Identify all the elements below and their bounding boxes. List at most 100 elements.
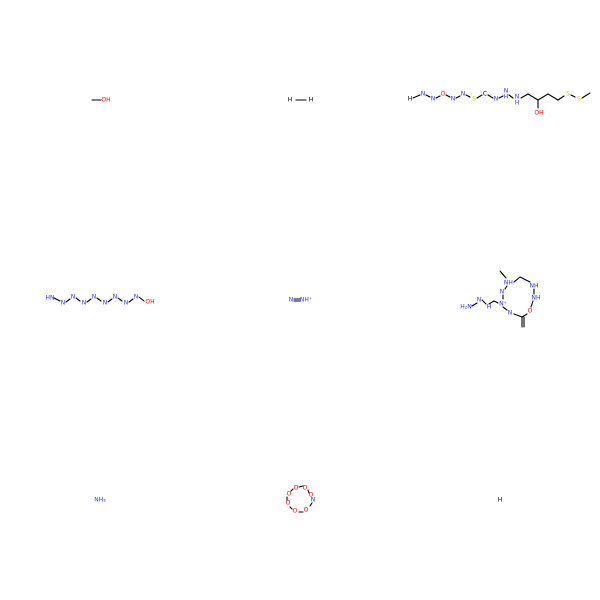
atom-label: O — [528, 308, 533, 315]
atom-label: NH₃ — [94, 497, 106, 504]
bond — [476, 94, 483, 99]
atom-label: H — [515, 100, 520, 107]
bond — [547, 93, 559, 101]
atom-label: N — [461, 91, 466, 98]
bond — [520, 93, 529, 99]
atom-label: O — [309, 492, 314, 499]
atom-label: N — [431, 96, 436, 103]
atom-label: H — [487, 304, 492, 311]
atom-label: N — [500, 289, 505, 296]
atom-label: OH — [534, 110, 543, 117]
bond — [307, 489, 310, 494]
atom-label: N — [124, 300, 129, 307]
bond — [445, 94, 451, 98]
atom-label: H — [309, 97, 314, 104]
bond — [65, 298, 71, 303]
atom-label: N — [134, 294, 139, 301]
atom-label: N — [82, 300, 87, 307]
bond — [508, 94, 514, 99]
atom-label: N — [494, 96, 499, 103]
molecule-9: H — [498, 497, 503, 504]
atom-label: N⁺ — [499, 301, 507, 308]
atom-label: NH⁺ — [504, 280, 516, 287]
bond — [425, 94, 431, 98]
bond — [557, 95, 565, 101]
bond — [493, 300, 499, 304]
atom-label: N — [451, 96, 456, 103]
atom-label: N — [103, 300, 108, 307]
bond — [96, 297, 102, 302]
atom-label: N — [61, 300, 66, 307]
atom-label: S — [577, 96, 581, 103]
molecule-5: N NH⁺ — [289, 297, 312, 304]
atom-label: NH — [532, 295, 541, 302]
bond — [117, 297, 123, 302]
bond — [412, 94, 421, 99]
atom-label: H₂N — [460, 304, 471, 311]
atom-label: N — [504, 88, 509, 95]
atom-label: O — [294, 485, 299, 492]
atom-label: N — [311, 497, 316, 504]
bond — [455, 95, 461, 99]
bond — [502, 306, 508, 311]
bond — [298, 485, 304, 488]
bond — [481, 299, 487, 305]
molecule-7: NH₃ — [94, 497, 106, 504]
atom-label: S — [472, 96, 476, 103]
molecule-8: O O O N O O O O — [286, 485, 316, 515]
bond — [86, 298, 92, 303]
atom-label: N — [289, 297, 294, 304]
molecule-2: H H — [288, 97, 314, 104]
atom-label: OH — [145, 299, 154, 306]
bond — [107, 298, 113, 303]
molecule-6: NH⁺ NH NH O N N⁺ N H₂N N H — [460, 270, 541, 328]
bond — [309, 502, 313, 507]
bond — [530, 300, 534, 308]
atom-label: N — [421, 91, 426, 98]
atom-label: H — [288, 97, 293, 104]
bond — [488, 300, 495, 305]
atom-label: N — [92, 294, 97, 301]
bond — [498, 95, 504, 99]
bond — [570, 94, 576, 98]
atom-label: N — [113, 294, 118, 301]
atom-label: N — [477, 297, 482, 304]
bond — [581, 92, 591, 99]
bond — [289, 506, 293, 510]
bond — [521, 313, 528, 318]
atom-label: N — [508, 310, 513, 317]
atom-label: O — [304, 507, 309, 514]
bond — [290, 488, 294, 492]
bond — [75, 297, 81, 302]
bond — [513, 313, 523, 318]
bond — [138, 296, 145, 302]
atom-label: OH — [101, 97, 110, 104]
atom-label: N — [71, 294, 76, 301]
molecule-4: HN N N N N N N N N OH — [46, 294, 155, 307]
atom-label: N — [515, 94, 520, 101]
bond — [499, 270, 507, 279]
bond — [513, 276, 521, 283]
atom-label: O — [293, 508, 298, 515]
atom-label: O — [287, 491, 292, 498]
bond — [471, 302, 478, 307]
atom-label: H — [498, 497, 503, 504]
atom-label: NH⁺ — [300, 297, 312, 304]
atom-label: O — [303, 485, 308, 492]
bond — [537, 93, 549, 101]
molecule-1: OH — [91, 97, 111, 104]
atom-label: O — [441, 91, 446, 98]
bond — [53, 297, 61, 302]
atom-label: O — [286, 500, 291, 507]
atom-label: S — [566, 91, 570, 98]
bond — [504, 285, 508, 290]
bond — [487, 94, 494, 99]
atom-label: C — [483, 91, 487, 98]
atom-label: HN — [46, 295, 55, 302]
bond — [465, 94, 471, 98]
molecule-3: H N N O N N S C N N H N H OH S S — [408, 88, 591, 117]
bond — [435, 95, 441, 99]
bond — [128, 298, 134, 303]
atom-label: H — [408, 96, 413, 103]
atom-label: H — [504, 94, 509, 101]
